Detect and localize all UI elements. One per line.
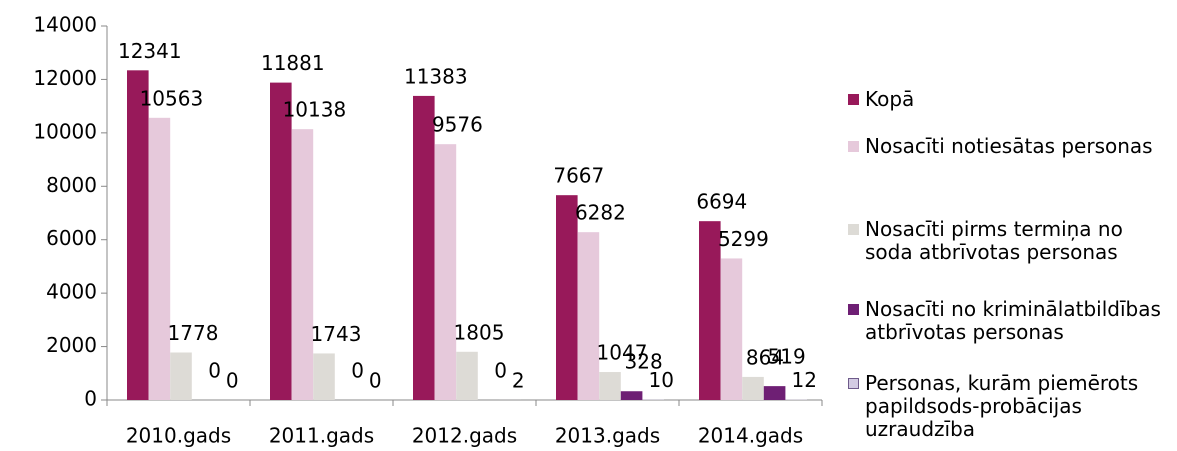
x-tick-label: 2010.gads — [126, 424, 231, 448]
y-tick-label: 2000 — [46, 333, 97, 357]
value-label: 6282 — [575, 201, 626, 225]
legend-label: Nosacīti no kriminālatbildības atbrīvota… — [865, 297, 1161, 344]
bar — [742, 376, 764, 400]
value-label: 2 — [512, 368, 525, 392]
legend-label: Personas, kurām piemērots papildsods-pro… — [865, 371, 1139, 441]
value-label: 0 — [226, 369, 239, 393]
y-tick-label: 4000 — [46, 280, 97, 304]
bar — [413, 95, 435, 400]
value-label: 12 — [791, 368, 816, 392]
legend-item: Kopā — [848, 88, 1173, 111]
bar — [763, 386, 786, 400]
bar — [720, 258, 743, 400]
legend-swatch — [848, 224, 859, 235]
value-label: 7667 — [553, 164, 604, 188]
bar — [270, 82, 292, 400]
value-label: 1047 — [597, 341, 648, 365]
legend-item: Personas, kurām piemērots papildsods-pro… — [848, 372, 1173, 441]
bar — [599, 372, 621, 400]
legend-label: Nosacīti pirms termiņa no soda atbrīvota… — [865, 217, 1123, 264]
y-tick-label: 10000 — [33, 119, 97, 143]
bar — [434, 144, 457, 400]
value-label: 10138 — [283, 98, 347, 122]
bar — [577, 232, 600, 400]
value-label: 11383 — [404, 64, 468, 88]
value-label: 5299 — [718, 227, 769, 251]
bar — [699, 221, 721, 400]
value-label: 0 — [351, 359, 364, 383]
value-label: 10 — [648, 368, 673, 392]
bar — [127, 70, 149, 400]
legend-swatch — [848, 94, 859, 105]
legend-item: Nosacīti pirms termiņa no soda atbrīvota… — [848, 218, 1173, 264]
y-tick-label: 14000 — [33, 13, 97, 37]
y-tick-label: 8000 — [46, 173, 97, 197]
y-tick-label: 0 — [84, 387, 97, 411]
y-tick-label: 6000 — [46, 226, 97, 250]
legend-item: Nosacīti no kriminālatbildības atbrīvota… — [848, 298, 1173, 344]
legend-label: Kopā — [865, 87, 915, 111]
x-tick-label: 2014.gads — [698, 424, 803, 448]
value-label: 9576 — [432, 113, 483, 137]
bar — [313, 353, 335, 400]
value-label: 1743 — [311, 322, 362, 346]
bar — [291, 129, 314, 400]
value-label: 0 — [208, 359, 221, 383]
legend-item: Nosacīti notiesātas personas — [848, 135, 1173, 158]
x-tick-label: 2013.gads — [555, 424, 660, 448]
y-tick-label: 12000 — [33, 66, 97, 90]
x-tick-label: 2012.gads — [412, 424, 517, 448]
value-label: 864 — [746, 345, 784, 369]
bar — [148, 117, 171, 400]
legend-swatch — [848, 141, 859, 152]
value-label: 6694 — [696, 190, 747, 214]
value-label: 1805 — [454, 320, 505, 344]
value-label: 12341 — [118, 39, 182, 63]
x-tick-label: 2011.gads — [269, 424, 374, 448]
legend-label: Nosacīti notiesātas personas — [865, 134, 1153, 158]
value-label: 519 — [768, 345, 806, 369]
bar — [456, 351, 478, 400]
value-label: 10563 — [140, 86, 204, 110]
value-label: 0 — [494, 359, 507, 383]
bar — [170, 352, 192, 400]
legend-swatch — [848, 378, 859, 389]
value-label: 328 — [625, 350, 663, 374]
value-label: 0 — [369, 369, 382, 393]
value-label: 11881 — [261, 51, 325, 75]
bar — [620, 391, 643, 400]
bar — [556, 195, 578, 400]
value-label: 1778 — [168, 321, 219, 345]
legend-swatch — [848, 304, 859, 315]
